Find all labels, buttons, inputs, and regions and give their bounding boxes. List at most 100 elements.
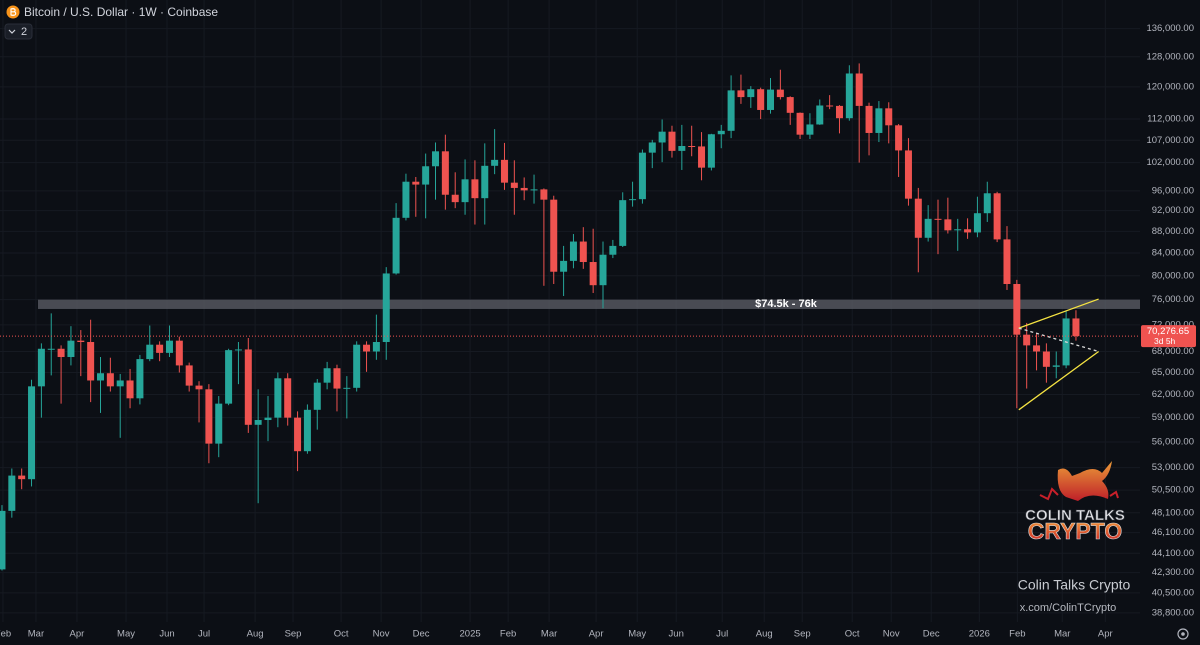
candle-body [924, 218, 932, 238]
zone-label: $74.5k - 76k [755, 298, 818, 310]
x-tick-label: 2025 [460, 629, 481, 640]
trendline [1018, 350, 1100, 411]
x-tick-label: Aug [247, 629, 264, 640]
x-tick-label: Mar [28, 629, 44, 640]
candle-body [500, 159, 508, 183]
candle-body [97, 373, 105, 381]
candle-body [432, 151, 440, 167]
candle-body [973, 213, 981, 233]
candle-body [87, 342, 95, 381]
candle-body [481, 165, 489, 199]
candle-body [343, 387, 351, 389]
candle-body [619, 200, 627, 246]
candle-body [303, 409, 311, 452]
x-tick-label: 2026 [969, 629, 990, 640]
candle-body [372, 342, 380, 352]
y-tick-label: 59,000.00 [1152, 412, 1194, 423]
y-tick-label: 38,800.00 [1152, 607, 1194, 618]
candle-body [18, 475, 26, 480]
y-tick-label: 48,100.00 [1152, 507, 1194, 518]
x-tick-label: Feb [0, 629, 11, 640]
candle-body [904, 150, 912, 199]
candle-body [934, 218, 942, 220]
symbol-header: Bitcoin / U.S. Dollar · 1W · Coinbase 2 [4, 5, 218, 40]
y-tick-label: 68,000.00 [1152, 346, 1194, 357]
y-tick-label: 72,000.00 [1152, 319, 1194, 330]
x-tick-label: Apr [70, 629, 85, 640]
x-tick-label: May [628, 629, 646, 640]
candle-body [707, 134, 715, 168]
candle-body [77, 340, 85, 343]
candle-body [835, 105, 843, 119]
candle-body [954, 229, 962, 231]
y-tick-label: 56,000.00 [1152, 436, 1194, 447]
candle-body [47, 348, 55, 350]
candle-body [747, 89, 755, 98]
candle-body [776, 89, 784, 98]
countdown-label: 3d 5h [1154, 336, 1176, 346]
candle-body [175, 340, 183, 366]
candle-body [402, 181, 410, 218]
candle-body [353, 344, 361, 388]
support-zone [38, 299, 1140, 309]
x-tick-label: Aug [756, 629, 773, 640]
logo-accent [1039, 487, 1119, 501]
candle-body [688, 145, 696, 147]
candle-body [826, 105, 834, 107]
y-tick-label: 112,000.00 [1147, 114, 1194, 125]
candle-body [37, 348, 45, 387]
candle-body [540, 189, 548, 200]
logo-text: CRYPTO [1028, 518, 1123, 544]
y-tick-label: 120,000.00 [1146, 81, 1194, 92]
candle-body [1023, 334, 1031, 346]
candle-body [560, 260, 568, 272]
candle-body [412, 181, 420, 185]
y-tick-label: 50,500.00 [1152, 485, 1194, 496]
y-tick-label: 53,000.00 [1152, 462, 1194, 473]
candle-body [234, 349, 242, 351]
candle-body [0, 510, 6, 570]
candle-body [875, 108, 883, 133]
x-tick-label: Nov [373, 629, 390, 640]
trendline [1018, 298, 1099, 329]
candle-body [185, 365, 193, 386]
candle-body [195, 385, 203, 390]
candle-body [885, 108, 893, 126]
candle-body [471, 179, 479, 199]
candle-body [126, 380, 134, 399]
candle-body [441, 151, 449, 195]
y-tick-label: 42,300.00 [1152, 567, 1194, 578]
indicator-toggle[interactable] [4, 23, 33, 40]
candle-body [1072, 318, 1080, 337]
x-tick-label: Dec [413, 629, 430, 640]
candle-body [520, 187, 528, 191]
candle-body [254, 420, 262, 425]
price-label: 70,276.65 [1147, 326, 1189, 337]
y-tick-label: 62,000.00 [1152, 389, 1194, 400]
y-tick-label: 40,500.00 [1152, 587, 1194, 598]
candle-body [461, 179, 469, 203]
candle-body [629, 199, 637, 201]
y-tick-label: 128,000.00 [1146, 51, 1194, 62]
candle-body [274, 378, 282, 418]
x-tick-label: Oct [845, 629, 860, 640]
x-tick-label: Oct [334, 629, 349, 640]
candle-body [855, 73, 863, 106]
y-tick-label: 136,000.00 [1146, 23, 1194, 34]
x-tick-label: Feb [500, 629, 516, 640]
chevron-icon [8, 29, 16, 34]
trendline [1018, 327, 1099, 353]
y-tick-label: 107,000.00 [1146, 135, 1194, 146]
candle-body [1042, 351, 1050, 367]
x-tick-label: Dec [923, 629, 940, 640]
candle-body [796, 112, 804, 135]
bitcoin-glyph [10, 8, 17, 16]
x-tick-label: Jul [716, 629, 728, 640]
y-tick-label: 44,100.00 [1152, 548, 1194, 559]
candle-body [599, 254, 607, 286]
gear-icon[interactable] [1177, 628, 1189, 640]
candle-body [28, 386, 36, 480]
candle-body [451, 194, 459, 203]
settings-button[interactable] [1177, 628, 1189, 640]
